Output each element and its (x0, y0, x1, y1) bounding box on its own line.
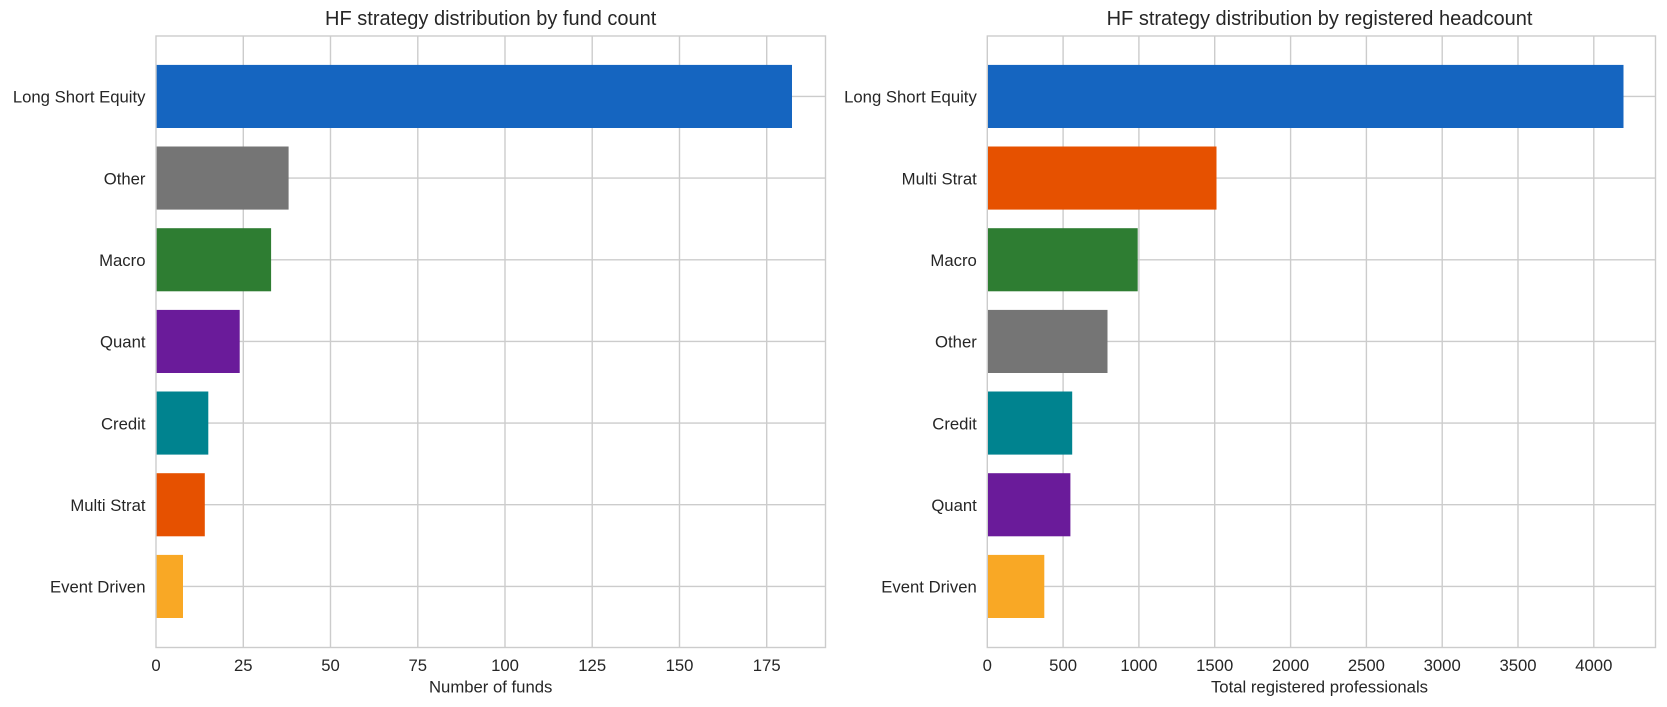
svg-text:1000: 1000 (1120, 656, 1157, 675)
svg-text:Macro: Macro (99, 251, 145, 270)
svg-text:75: 75 (409, 656, 428, 675)
svg-text:0: 0 (151, 656, 160, 675)
svg-text:100: 100 (491, 656, 519, 675)
svg-text:3500: 3500 (1499, 656, 1536, 675)
svg-text:Quant: Quant (100, 333, 146, 352)
svg-text:3000: 3000 (1424, 656, 1461, 675)
svg-text:Event Driven: Event Driven (881, 578, 977, 597)
svg-text:Other: Other (104, 169, 146, 188)
svg-text:Multi Strat: Multi Strat (902, 169, 977, 188)
svg-text:25: 25 (234, 656, 253, 675)
svg-text:50: 50 (321, 656, 340, 675)
svg-text:Credit: Credit (932, 414, 977, 433)
svg-text:Quant: Quant (931, 496, 977, 515)
svg-text:Long Short Equity: Long Short Equity (13, 88, 146, 107)
svg-text:2000: 2000 (1272, 656, 1309, 675)
svg-text:2500: 2500 (1348, 656, 1385, 675)
svg-text:Macro: Macro (930, 251, 976, 270)
svg-text:Other: Other (935, 333, 977, 352)
svg-text:HF strategy distribution by re: HF strategy distribution by registered h… (1107, 8, 1533, 30)
svg-text:Event Driven: Event Driven (50, 578, 146, 597)
svg-text:1500: 1500 (1196, 656, 1233, 675)
svg-text:Long Short Equity: Long Short Equity (844, 88, 977, 107)
svg-text:150: 150 (666, 656, 694, 675)
svg-text:Multi Strat: Multi Strat (70, 496, 145, 515)
svg-text:HF strategy distribution by fu: HF strategy distribution by fund count (325, 8, 657, 30)
svg-text:175: 175 (753, 656, 781, 675)
svg-text:Total registered professionals: Total registered professionals (1211, 677, 1428, 696)
svg-text:0: 0 (983, 656, 992, 675)
svg-text:Credit: Credit (101, 414, 146, 433)
svg-text:125: 125 (578, 656, 606, 675)
svg-text:4000: 4000 (1575, 656, 1612, 675)
svg-text:Number of funds: Number of funds (429, 677, 552, 696)
svg-text:500: 500 (1049, 656, 1077, 675)
